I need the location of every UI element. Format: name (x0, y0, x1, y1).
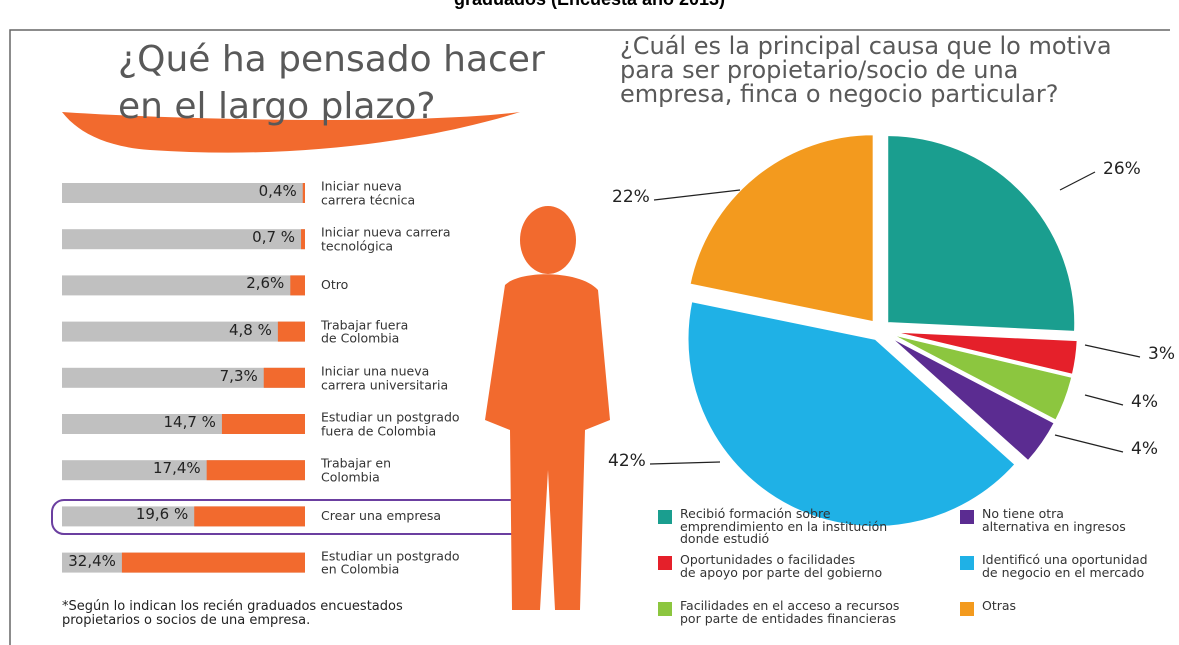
value-label: 0,4% (258, 182, 297, 200)
chart-title: ¿Qué ha pensado hacer (118, 39, 545, 80)
bar-track (62, 183, 305, 203)
bar-track (62, 275, 305, 296)
swoosh (62, 112, 520, 153)
value-label: 3% (1148, 344, 1175, 364)
value-label: 17,4% (153, 459, 201, 478)
category-label: Otro (321, 277, 349, 293)
value-label: 4,8 % (228, 320, 272, 339)
pie-slice (888, 332, 1074, 423)
bar (301, 229, 305, 250)
pie-slice (889, 330, 1079, 377)
bar (206, 460, 305, 481)
category-label: Crear una empresa (321, 508, 442, 524)
value-label: 19,6 % (135, 505, 189, 524)
category-label: Trabajar fuera de Colombia (321, 316, 409, 346)
category-label: Estudiar un postgrado fuera de Colombia (321, 409, 460, 438)
bar (302, 183, 305, 203)
value-label: 22% (612, 187, 650, 207)
frame (9, 29, 1170, 645)
leader-line (1084, 344, 1141, 358)
category-label: Iniciar nueva carrera técnica (321, 178, 416, 207)
bar (263, 367, 305, 388)
legend-swatch (960, 556, 974, 570)
legend-swatch (658, 602, 672, 616)
leader-line (1054, 434, 1124, 453)
value-label: 4% (1131, 439, 1158, 459)
legend-label: Facilidades en el acceso a recursos por … (680, 598, 900, 626)
legend-label: No tiene otra alternativa en ingresos (982, 506, 1126, 534)
value-label: 26% (1103, 159, 1141, 179)
leader-line (1059, 171, 1096, 191)
pie-slice (886, 134, 1077, 333)
legend-label: Identificó una oportunidad de negocio en… (982, 552, 1148, 580)
value-label: 2,6% (246, 274, 285, 293)
bar (221, 414, 305, 434)
bar (290, 275, 305, 296)
category-label: Estudiar un postgrado en Colombia (321, 547, 460, 577)
person (485, 206, 610, 610)
legend-swatch (658, 556, 672, 570)
chart-title: para ser propietario/socio de una (620, 56, 1019, 84)
pie-slice (688, 133, 875, 324)
legend-swatch (658, 510, 672, 524)
value-label: 7,3% (219, 366, 258, 385)
bar (277, 321, 305, 342)
page-title: graduados (Encuesta año 2013) (0, 0, 1179, 10)
category-label: Iniciar nueva carrera tecnológica (321, 224, 451, 254)
note: *Según lo indican los recién graduados e… (62, 599, 403, 629)
chart-title: en el largo plazo? (118, 86, 436, 127)
leader-line (1084, 394, 1124, 406)
pie-slice (887, 334, 1057, 463)
legend-swatch (960, 510, 974, 524)
category-label: Iniciar una nueva carrera universitaria (321, 363, 449, 392)
category-label: Trabajar en Colombia (321, 455, 392, 485)
value-label: 42% (608, 451, 646, 471)
pie-slice (686, 299, 1017, 528)
legend-label: Oportunidades o facilidades de apoyo por… (680, 552, 883, 580)
value-label: 14,7 % (163, 413, 216, 431)
bar (121, 552, 305, 573)
value-label: 4% (1131, 392, 1158, 412)
chart-title: empresa, finca o negocio particular? (620, 80, 1059, 108)
bar (194, 506, 305, 527)
chart-title: ¿Cuál es la principal causa que lo motiv… (620, 32, 1112, 60)
leader-line (653, 189, 741, 201)
legend-swatch (960, 602, 974, 616)
leader-line (649, 461, 721, 465)
value-label: 32,4% (68, 551, 116, 570)
legend-label: Otras (982, 598, 1017, 613)
legend-label: Recibió formación sobre emprendimiento e… (680, 506, 888, 546)
bar-track (62, 229, 305, 250)
value-label: 0,7 % (252, 228, 296, 247)
bar-track (62, 367, 305, 388)
bar-track (62, 321, 305, 342)
